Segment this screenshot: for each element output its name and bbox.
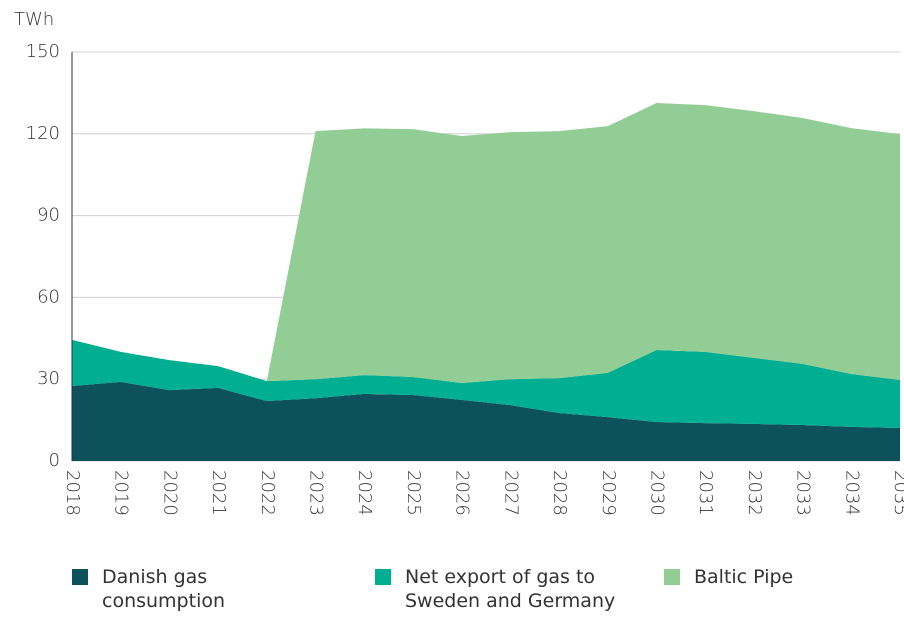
x-tick-label: 2025 (403, 470, 424, 516)
x-tick-label: 2018 (62, 470, 83, 516)
y-tick-label: 0 (49, 450, 60, 471)
x-tick-label: 2027 (500, 470, 521, 516)
x-tick-label: 2031 (695, 470, 716, 516)
y-tick-label: 120 (26, 123, 60, 144)
x-tick-label: 2019 (111, 470, 132, 516)
legend-label: Baltic Pipe (694, 566, 794, 588)
x-tick-label: 2028 (549, 470, 570, 516)
x-tick-label: 2033 (793, 470, 814, 516)
legend-swatch (72, 569, 88, 585)
y-tick-label: 90 (37, 205, 60, 226)
x-tick-label: 2034 (841, 470, 862, 516)
x-tick-label: 2022 (257, 470, 278, 516)
legend-swatch (664, 569, 680, 585)
legend-label: Danish gas consumption (102, 566, 226, 612)
x-tick-label: 2021 (208, 470, 229, 516)
legend-label: Net export of gas to Sweden and Germany (405, 566, 616, 612)
y-tick-label: 150 (26, 41, 60, 62)
y-axis-label: TWh (14, 9, 54, 30)
legend-item: Danish gas consumption (72, 565, 302, 613)
x-tick-label: 2032 (744, 470, 765, 516)
x-tick-label: 2029 (598, 470, 619, 516)
area (72, 339, 900, 429)
x-tick-label: 2024 (354, 470, 375, 516)
chart: TWh 0 30 60 90 120 150 2018 2019 2020 2021 2022 202… (14, 9, 904, 516)
legend-swatch (375, 569, 391, 585)
legend-item: Baltic Pipe (664, 565, 864, 589)
area (72, 102, 900, 384)
x-tick-label: 2026 (452, 470, 473, 516)
x-tick-label: 2035 (890, 470, 904, 516)
x-tick-label: 2023 (306, 470, 327, 516)
area (72, 381, 900, 461)
legend-item: Net export of gas to Sweden and Germany (375, 565, 665, 613)
x-tick-label: 2030 (646, 470, 667, 516)
y-tick-label: 60 (37, 286, 60, 307)
x-tick-label: 2020 (159, 470, 180, 516)
y-tick-label: 30 (37, 368, 60, 389)
